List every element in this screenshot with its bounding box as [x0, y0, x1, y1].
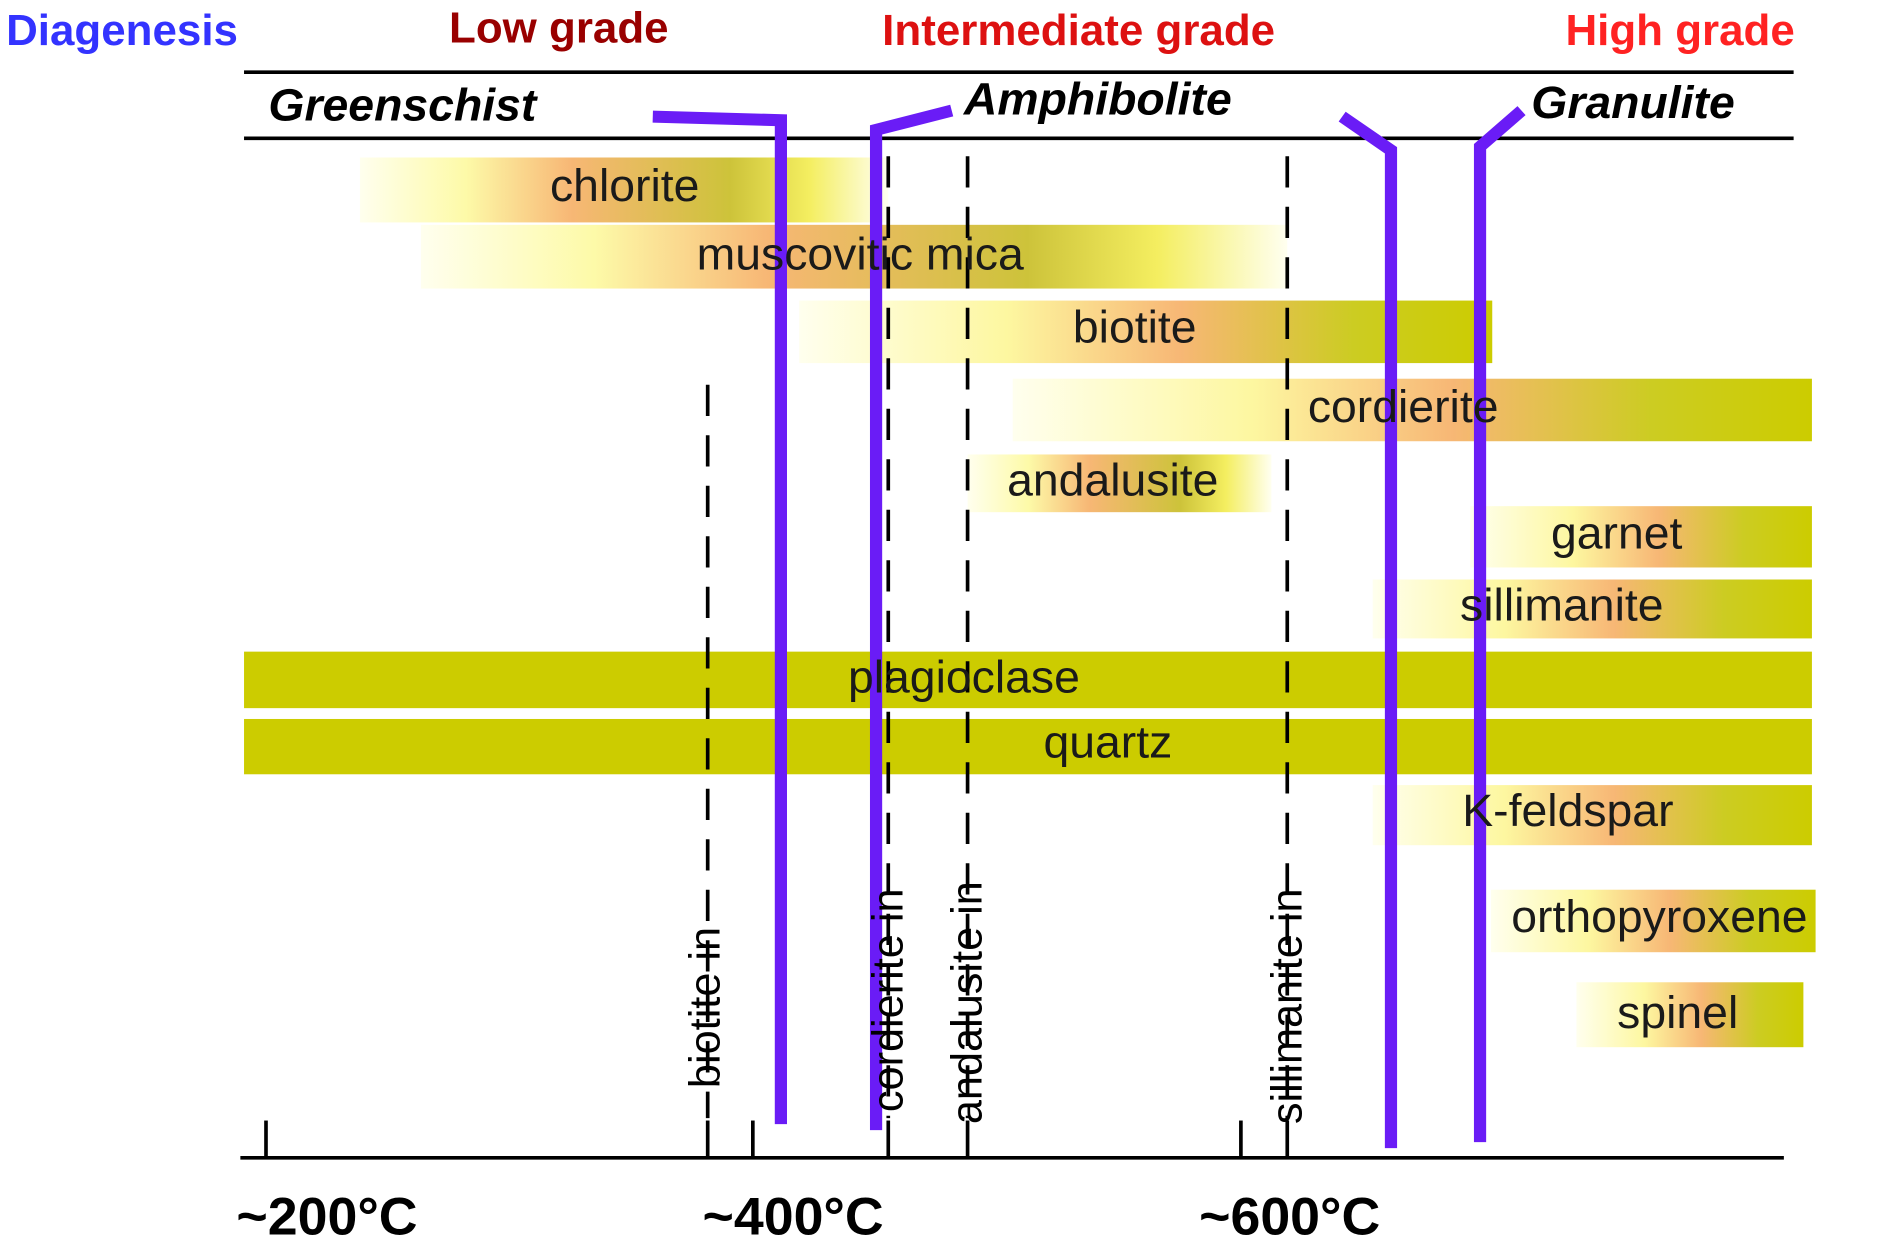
- temperature: ~600°C: [1199, 1188, 1380, 1247]
- bar: [1470, 506, 1812, 568]
- boundary: [1473, 106, 1526, 1143]
- bar: [1576, 982, 1804, 1048]
- bar: [1012, 378, 1812, 442]
- bar: [1372, 579, 1812, 639]
- high-grade: High grade: [1565, 7, 1794, 55]
- boundary: [869, 104, 954, 1131]
- bar: [967, 454, 1272, 513]
- mineral: muscovitic mica: [697, 228, 1025, 280]
- mineral: K-feldspar: [1462, 784, 1673, 836]
- facies: Greenschist: [268, 79, 538, 131]
- temperature-axis: ~200°C ~400°C ~600°C: [236, 1120, 1784, 1247]
- temperature: ~400°C: [703, 1188, 884, 1247]
- isograd-lines: [705, 156, 1290, 1119]
- mineral: orthopyroxene: [1511, 890, 1807, 942]
- temperature: ~200°C: [236, 1188, 417, 1247]
- mineral: cordierite: [1308, 380, 1499, 432]
- facies: Amphibolite: [963, 73, 1232, 125]
- diagenesis: Diagenesis: [6, 7, 238, 55]
- mineral: spinel: [1617, 986, 1738, 1038]
- bar: [244, 718, 1812, 775]
- facies-boundaries: [652, 104, 1526, 1149]
- bar: [359, 157, 889, 223]
- isograd-labels: biotite in cordierite in andalusite in s…: [681, 881, 1311, 1124]
- bar: [1491, 889, 1816, 953]
- isograd-label: biotite in: [681, 927, 729, 1088]
- boundary: [1338, 111, 1398, 1149]
- bar: [1372, 785, 1812, 846]
- bar: [420, 224, 1288, 289]
- low-grade: Low grade: [449, 5, 669, 53]
- mineral: sillimanite: [1460, 579, 1663, 631]
- bar: [244, 651, 1812, 709]
- facies: Granulite: [1531, 76, 1734, 128]
- mineral: garnet: [1551, 507, 1683, 559]
- isograd-label: sillimanite in: [1263, 888, 1311, 1124]
- mineral: chlorite: [550, 159, 699, 211]
- isograd-label: cordierite in: [864, 888, 912, 1112]
- mineral-labels: chlorite muscovitic mica biotite cordier…: [550, 159, 1808, 1038]
- mineral: quartz: [1043, 716, 1172, 768]
- mineral: plagioclase: [848, 651, 1080, 703]
- boundary: [652, 110, 787, 1125]
- bar: [799, 300, 1493, 364]
- mineral: biotite: [1073, 301, 1197, 353]
- mineral: andalusite: [1007, 454, 1218, 506]
- intermediate-grade: Intermediate grade: [882, 7, 1275, 55]
- mineral-bars: [244, 157, 1816, 1048]
- isograd-label: andalusite in: [943, 881, 991, 1124]
- header: Diagenesis Low grade Intermediate grade …: [6, 5, 1795, 141]
